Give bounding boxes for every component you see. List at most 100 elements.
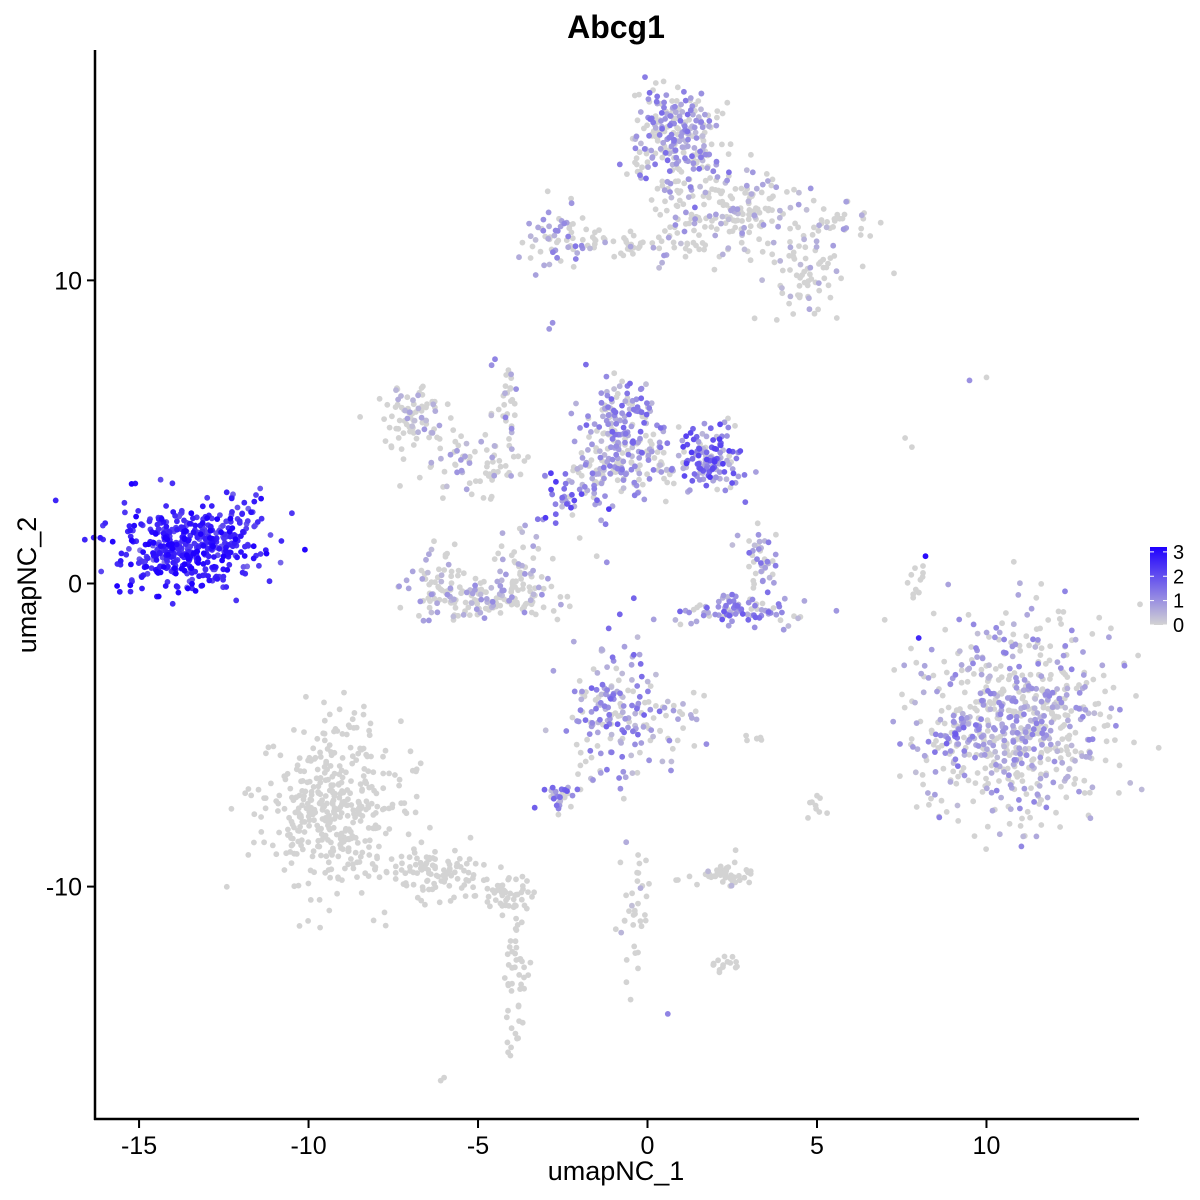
cell-point [786,252,793,259]
cell-point [508,425,515,432]
cell-point [614,465,621,472]
cell-point [1035,637,1041,643]
cell-point [527,597,534,604]
cell-point [722,487,729,494]
chart-title: Abcg1 [567,9,665,45]
cell-point [214,516,221,522]
cell-point [507,385,514,391]
cell-point [1022,746,1029,752]
cell-point [627,380,633,387]
cell-point [617,859,624,866]
cell-point [947,748,954,754]
cell-point [1018,760,1025,767]
cell-point [786,300,792,307]
cell-point [423,417,429,424]
cell-point [599,681,606,688]
cell-point [999,620,1005,627]
cell-point [301,768,308,775]
cell-point [540,604,547,611]
cell-point [472,575,479,582]
cell-point [360,773,367,779]
cell-point [368,753,374,760]
cell-point [1060,609,1067,615]
cell-point [645,96,652,102]
cell-point [971,671,977,677]
cell-point [321,737,328,744]
cell-point [553,802,560,809]
cell-point [519,873,526,880]
cell-point [539,591,545,598]
cell-point [178,507,185,514]
cell-point [255,786,262,793]
cell-point [331,770,338,777]
cell-point [451,869,458,876]
cell-point [904,579,911,586]
cell-point [644,400,650,406]
cell-point [322,793,329,799]
cell-point [680,465,687,472]
cell-point [732,611,739,617]
cell-point [508,446,515,452]
cell-point [614,721,621,728]
cell-point [612,409,619,416]
cell-point [267,532,274,538]
cell-point [309,853,316,860]
cell-point [413,793,420,800]
cell-point [807,264,814,271]
cell-point [1102,688,1108,695]
cell-point [427,824,433,831]
cell-point [396,782,402,789]
cell-point [366,852,373,858]
cell-point [752,614,759,621]
cell-point [157,476,164,483]
cell-point [450,613,457,620]
cell-point [345,796,351,803]
cell-point [739,230,745,237]
cell-point [743,182,750,189]
cell-point [563,728,570,734]
cell-point [669,98,675,104]
cell-point [444,401,451,408]
cell-point [759,277,765,283]
cell-point [202,566,209,572]
cell-point [633,133,640,140]
cell-point [662,149,669,156]
cell-point [349,760,356,767]
cell-point [363,751,370,758]
cell-point [890,718,897,725]
cell-point [463,860,470,867]
cell-point [577,707,584,714]
cell-point [656,708,663,715]
cell-point [155,570,162,576]
cell-point [173,541,180,548]
cell-point [588,685,595,691]
cell-point [434,600,440,607]
cell-point [815,306,821,313]
cell-point [448,580,455,586]
cell-point [827,255,834,261]
cell-point [270,743,277,750]
cell-point [955,773,961,780]
cell-point [315,790,322,797]
cell-point [642,74,648,80]
cell-point [143,563,150,570]
cell-point [748,151,754,158]
cell-point [1017,823,1024,829]
cell-point [321,699,327,706]
cell-point [342,828,349,834]
cell-point [634,404,641,410]
cell-point [296,923,303,929]
cell-point [318,852,324,859]
cell-point [760,577,766,584]
cell-point [441,567,448,573]
cell-point [354,874,360,880]
cell-point [974,654,980,660]
cell-point [140,549,147,555]
cell-point [656,264,662,271]
cell-point [578,242,585,249]
cell-point [1116,762,1123,769]
cell-point [672,147,679,154]
cell-point [945,735,951,742]
cell-point [551,232,558,239]
cell-point [200,550,207,557]
